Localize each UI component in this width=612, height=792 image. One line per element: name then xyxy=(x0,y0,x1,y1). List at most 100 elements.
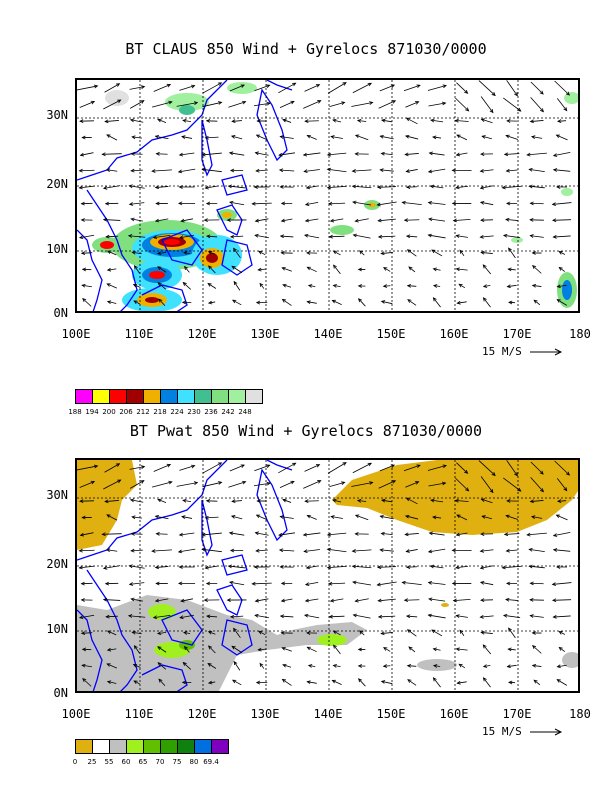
wind-vector xyxy=(233,248,241,258)
wind-vector xyxy=(333,264,341,275)
wind-vector xyxy=(107,681,117,684)
wind-vector xyxy=(255,152,269,156)
wind-vector-head xyxy=(465,487,470,492)
wind-vector xyxy=(230,235,244,238)
colorbar-swatch xyxy=(177,739,195,754)
wind-vector xyxy=(282,664,292,668)
wind-vector-head xyxy=(432,284,438,288)
wind-vector-head xyxy=(229,548,235,553)
wind-vector xyxy=(556,679,568,686)
wind-vector-head xyxy=(279,614,285,619)
wind-vector-head xyxy=(555,134,560,139)
wind-vector-head xyxy=(280,201,286,206)
wind-vector-head xyxy=(231,645,236,650)
wind-vector xyxy=(481,498,493,504)
wind-vector-head xyxy=(82,677,87,683)
wind-vector xyxy=(230,615,244,618)
wind-vector xyxy=(332,680,342,685)
wind-vector xyxy=(329,235,345,238)
wind-vector-head xyxy=(429,564,435,569)
wind-vector xyxy=(352,185,372,189)
wind-vector xyxy=(107,301,117,304)
wind-vector-head xyxy=(403,218,409,223)
wind-vector-head xyxy=(528,547,533,552)
wind-vector xyxy=(556,478,568,491)
wind-vector xyxy=(406,117,418,125)
wind-vector-head xyxy=(354,532,359,536)
wind-vector-head xyxy=(305,185,311,190)
wind-vector xyxy=(330,218,344,222)
wind-vector xyxy=(433,268,441,271)
wind-vector xyxy=(103,565,121,569)
wind-vector xyxy=(381,532,393,536)
wind-vector xyxy=(381,119,393,123)
wind-vector xyxy=(378,235,396,238)
wind-vector-head xyxy=(380,251,385,256)
colorbar-swatch xyxy=(126,389,144,404)
colorbar-label: 212 xyxy=(136,408,150,416)
wind-vector-head xyxy=(231,679,237,684)
panel-2-xlabel: 100E xyxy=(61,707,91,721)
wind-vector-head xyxy=(229,200,234,205)
panel-2-map-graphics xyxy=(77,460,578,691)
wind-vector-head xyxy=(405,117,411,122)
wind-vector xyxy=(458,663,466,669)
wind-vector xyxy=(408,266,416,273)
wind-vector xyxy=(358,298,366,307)
wind-vector-head xyxy=(306,251,311,255)
wind-vector-head xyxy=(530,515,536,519)
wind-vector-head xyxy=(204,515,209,520)
wind-vector-head xyxy=(106,680,112,685)
wind-vector-head xyxy=(479,201,485,205)
wind-vector-head xyxy=(78,615,84,620)
wind-vector xyxy=(208,631,216,635)
wind-vector-head xyxy=(380,531,385,536)
wind-vector xyxy=(208,301,216,304)
wind-vector xyxy=(155,566,169,568)
panel-2-ylabel-20n: 20N xyxy=(46,557,68,571)
wind-vector-head xyxy=(506,201,511,206)
wind-vector xyxy=(333,250,341,256)
wind-vector-head xyxy=(242,100,247,105)
wind-vector xyxy=(557,284,567,288)
wind-vector-head xyxy=(90,480,96,485)
colorbar-label: 69.4 xyxy=(203,758,219,766)
wind-vector-head xyxy=(154,218,160,223)
wind-vector-head xyxy=(292,462,297,467)
wind-vector-head xyxy=(304,119,309,124)
wind-vector xyxy=(106,235,118,238)
wind-vector xyxy=(558,267,566,272)
wind-vector-head xyxy=(508,627,512,632)
wind-vector xyxy=(351,102,373,107)
wind-vector xyxy=(530,461,544,475)
wind-vector-head xyxy=(303,613,309,618)
wind-vector-head xyxy=(491,472,496,477)
wind-vector-head xyxy=(130,217,135,222)
wind-vector-head xyxy=(179,615,184,620)
wind-vector xyxy=(202,168,222,173)
wind-vector-head xyxy=(379,548,384,552)
wind-vector-head xyxy=(431,249,436,254)
wind-vector xyxy=(231,645,243,654)
wind-vector xyxy=(459,249,465,257)
wind-vector-head xyxy=(128,564,133,569)
wind-vector xyxy=(527,532,547,536)
wind-vector-head xyxy=(78,548,83,553)
wind-vector-head xyxy=(254,598,260,603)
wind-vector xyxy=(508,648,516,651)
wind-vector xyxy=(232,500,242,502)
panel-1-xlabel: 170E xyxy=(502,327,532,341)
wind-vector-head xyxy=(181,300,187,305)
wind-vector-head xyxy=(207,283,212,287)
wind-vector xyxy=(206,235,218,238)
wind-vector xyxy=(407,249,417,257)
wind-vector-head xyxy=(152,615,158,620)
wind-vector-head xyxy=(432,664,438,668)
wind-vector xyxy=(103,185,121,189)
wind-vector xyxy=(483,285,491,287)
wind-vector-head xyxy=(428,217,433,222)
wind-vector-head xyxy=(157,662,162,667)
wind-vector xyxy=(480,615,494,618)
wind-vector-head xyxy=(140,100,145,104)
wind-vector-head xyxy=(427,200,432,205)
